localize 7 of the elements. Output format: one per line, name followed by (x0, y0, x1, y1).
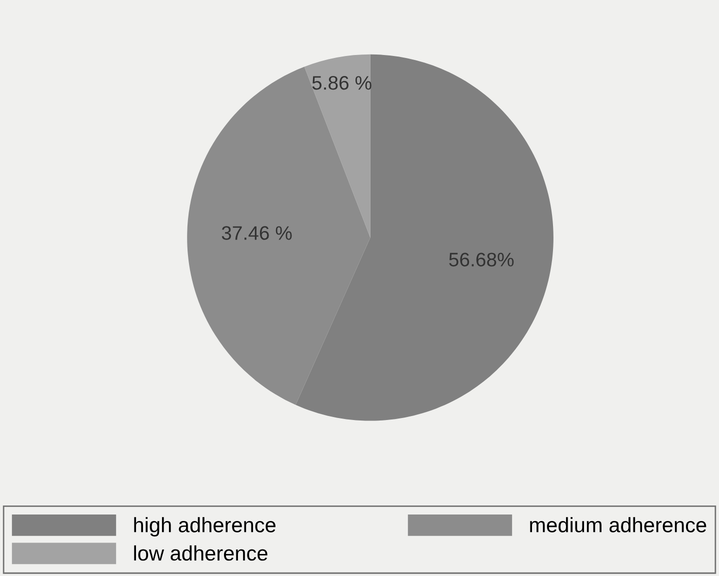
legend-label: low adherence (134, 545, 268, 561)
legend-label: medium adherence (530, 517, 706, 532)
pie-slice (304, 54, 370, 238)
data-label: 5.86 % (312, 76, 372, 90)
data-label: 37.46 % (222, 226, 292, 240)
legend-label: high adherence (134, 517, 276, 537)
data-label: 56.68% (449, 252, 514, 266)
